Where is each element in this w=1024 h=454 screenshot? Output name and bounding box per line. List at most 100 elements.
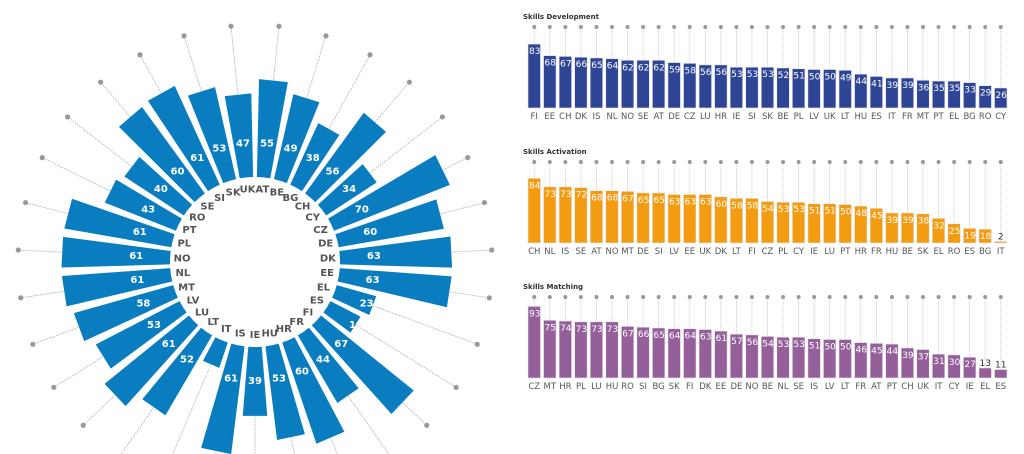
bar-it[interactable] bbox=[931, 353, 946, 379]
bar-cy[interactable] bbox=[792, 201, 806, 244]
bar-fi[interactable] bbox=[683, 328, 697, 379]
bar-ee[interactable] bbox=[683, 194, 697, 244]
radial-bar-sk[interactable] bbox=[187, 87, 237, 184]
bar-ie[interactable] bbox=[963, 356, 977, 379]
radial-bar-it[interactable] bbox=[202, 337, 228, 368]
bar-lv[interactable] bbox=[823, 339, 837, 379]
bar-fr[interactable] bbox=[869, 208, 883, 244]
bar-is[interactable] bbox=[558, 186, 572, 244]
bar-ch[interactable] bbox=[558, 56, 572, 109]
bar-es[interactable] bbox=[994, 369, 1008, 379]
bar-lu[interactable] bbox=[698, 64, 712, 109]
bar-sk[interactable] bbox=[667, 328, 681, 379]
bar-pt[interactable] bbox=[838, 204, 852, 244]
bar-pl[interactable] bbox=[776, 201, 790, 244]
bar-pt[interactable] bbox=[931, 80, 946, 109]
bar-se[interactable] bbox=[574, 187, 588, 244]
bar-de[interactable] bbox=[729, 333, 743, 379]
radial-bar-pt[interactable] bbox=[104, 179, 182, 231]
bar-el[interactable] bbox=[931, 218, 946, 244]
bar-uk[interactable] bbox=[698, 194, 712, 244]
bar-sk[interactable] bbox=[916, 213, 930, 244]
bar-lv[interactable] bbox=[807, 69, 821, 109]
radial-bar-ee[interactable] bbox=[337, 268, 452, 308]
bar-es[interactable] bbox=[963, 228, 977, 244]
bar-at[interactable] bbox=[589, 190, 603, 244]
bar-bg[interactable] bbox=[978, 228, 992, 244]
radial-bar-ro[interactable] bbox=[124, 156, 193, 216]
bar-hu[interactable] bbox=[854, 73, 868, 109]
radial-bar-cz[interactable] bbox=[328, 155, 450, 231]
bar-hr[interactable] bbox=[714, 64, 728, 109]
radial-bar-lv[interactable] bbox=[95, 301, 187, 369]
bar-fi[interactable] bbox=[527, 43, 541, 109]
bar-mt[interactable] bbox=[543, 319, 557, 379]
radial-bar-dk[interactable] bbox=[339, 236, 453, 268]
bar-dk[interactable] bbox=[698, 329, 712, 379]
bar-ch[interactable] bbox=[527, 178, 541, 244]
bar-be[interactable] bbox=[760, 336, 775, 379]
bar-ro[interactable] bbox=[978, 85, 992, 109]
bar-ro[interactable] bbox=[947, 223, 961, 244]
bar-cz[interactable] bbox=[683, 63, 697, 109]
bar-ch[interactable] bbox=[900, 347, 915, 379]
bar-hr[interactable] bbox=[854, 205, 868, 244]
radial-bar-de[interactable] bbox=[335, 199, 444, 248]
radial-bar-se[interactable] bbox=[118, 107, 205, 203]
bar-it[interactable] bbox=[885, 77, 899, 109]
bar-lt[interactable] bbox=[838, 69, 852, 109]
bar-si[interactable] bbox=[652, 192, 666, 244]
radial-bar-is[interactable] bbox=[201, 343, 245, 454]
bar-hr[interactable] bbox=[558, 320, 572, 379]
bar-de[interactable] bbox=[636, 192, 650, 244]
bar-fr[interactable] bbox=[854, 342, 868, 379]
bar-be[interactable] bbox=[776, 67, 790, 109]
bar-nl[interactable] bbox=[543, 186, 557, 244]
bar-is[interactable] bbox=[807, 338, 821, 379]
bar-se[interactable] bbox=[636, 59, 650, 109]
bar-bg[interactable] bbox=[652, 327, 666, 379]
bar-ee[interactable] bbox=[543, 55, 557, 109]
bar-lt[interactable] bbox=[838, 339, 852, 379]
bar-at[interactable] bbox=[869, 343, 883, 379]
bar-el[interactable] bbox=[978, 367, 992, 379]
bar-cz[interactable] bbox=[527, 306, 541, 379]
bar-pl[interactable] bbox=[574, 321, 588, 379]
radial-bar-no[interactable] bbox=[61, 236, 171, 268]
radial-bar-lt[interactable] bbox=[142, 327, 213, 416]
bar-lu[interactable] bbox=[589, 321, 603, 379]
bar-pt[interactable] bbox=[885, 343, 899, 379]
bar-hu[interactable] bbox=[885, 212, 899, 244]
bar-cy[interactable] bbox=[994, 87, 1008, 109]
radial-bar-el[interactable] bbox=[332, 285, 377, 315]
bar-mt[interactable] bbox=[916, 79, 930, 109]
bar-es[interactable] bbox=[869, 76, 883, 109]
bar-uk[interactable] bbox=[916, 349, 930, 379]
radial-bar-lu[interactable] bbox=[104, 315, 199, 407]
bar-nl[interactable] bbox=[776, 336, 790, 379]
bar-ee[interactable] bbox=[714, 330, 728, 379]
bar-at[interactable] bbox=[652, 59, 666, 109]
bar-dk[interactable] bbox=[714, 196, 728, 244]
radial-bar-cy[interactable] bbox=[317, 164, 377, 216]
bar-se[interactable] bbox=[792, 336, 806, 379]
bar-si[interactable] bbox=[745, 66, 759, 109]
radial-bar-uk[interactable] bbox=[224, 93, 254, 179]
bar-fr[interactable] bbox=[900, 77, 915, 109]
bar-bg[interactable] bbox=[963, 82, 977, 109]
bar-no[interactable] bbox=[605, 190, 619, 244]
bar-ie[interactable] bbox=[807, 203, 821, 244]
bar-el[interactable] bbox=[947, 80, 961, 109]
bar-no[interactable] bbox=[621, 59, 635, 109]
radial-bar-ie[interactable] bbox=[242, 346, 268, 416]
bar-fi[interactable] bbox=[745, 198, 759, 244]
radial-bar-mt[interactable] bbox=[73, 285, 178, 342]
bar-uk[interactable] bbox=[823, 69, 837, 109]
bar-lu[interactable] bbox=[823, 203, 837, 244]
radial-bar-ch[interactable] bbox=[305, 112, 387, 203]
bar-be[interactable] bbox=[900, 212, 915, 244]
bar-nl[interactable] bbox=[605, 58, 619, 109]
bar-pl[interactable] bbox=[792, 68, 806, 109]
bar-ie[interactable] bbox=[729, 66, 743, 109]
radial-bar-fr[interactable] bbox=[297, 327, 359, 404]
